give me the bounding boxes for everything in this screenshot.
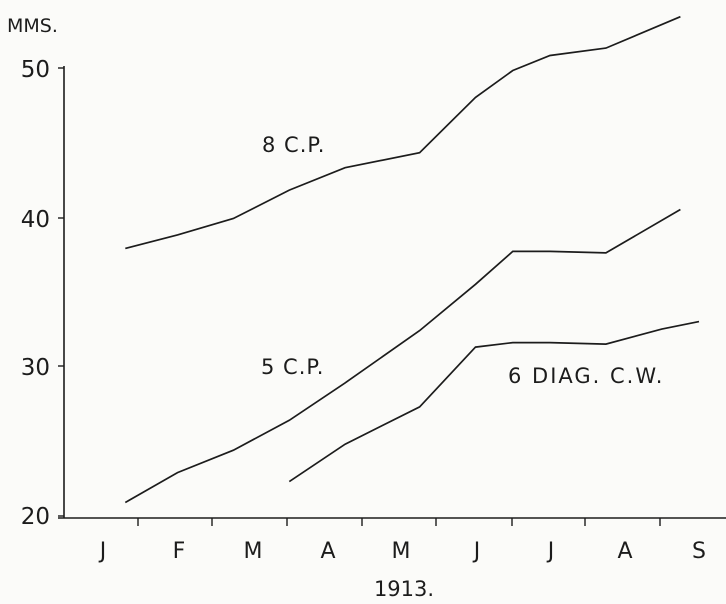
x-tick-label: M bbox=[392, 539, 411, 564]
x-axis-label: 1913. bbox=[374, 577, 434, 601]
x-tick-label: J bbox=[546, 539, 555, 564]
series-line-5-cp bbox=[124, 208, 681, 504]
y-tick-label: 20 bbox=[21, 504, 50, 530]
y-tick-label: 50 bbox=[21, 57, 50, 83]
y-tick-label: 40 bbox=[21, 207, 50, 233]
x-tick-label: F bbox=[173, 539, 186, 564]
series-line-6-diag-cw bbox=[288, 320, 700, 483]
series-label-8-cp: 8 C.P. bbox=[262, 133, 325, 157]
x-tick-label: A bbox=[617, 539, 632, 564]
series-label-6-diag-cw: 6 DIAG. C.W. bbox=[508, 364, 664, 388]
y-tick-40: 40 bbox=[21, 207, 64, 233]
x-tick-label: S bbox=[692, 539, 706, 564]
x-tick-label: A bbox=[320, 539, 335, 564]
x-tick-label: J bbox=[472, 539, 481, 564]
series-label-5-cp: 5 C.P. bbox=[261, 355, 324, 379]
y-tick-50: 50 bbox=[21, 57, 64, 83]
y-tick-20: 20 bbox=[21, 504, 64, 530]
y-tick-label: 30 bbox=[21, 355, 50, 381]
x-tick-label: J bbox=[98, 539, 107, 564]
x-tick-label: M bbox=[244, 539, 263, 564]
y-tick-30: 30 bbox=[21, 355, 64, 381]
x-ticks bbox=[137, 518, 661, 526]
y-axis-label: MMS. bbox=[7, 15, 58, 37]
series-line-8-cp bbox=[125, 15, 681, 250]
